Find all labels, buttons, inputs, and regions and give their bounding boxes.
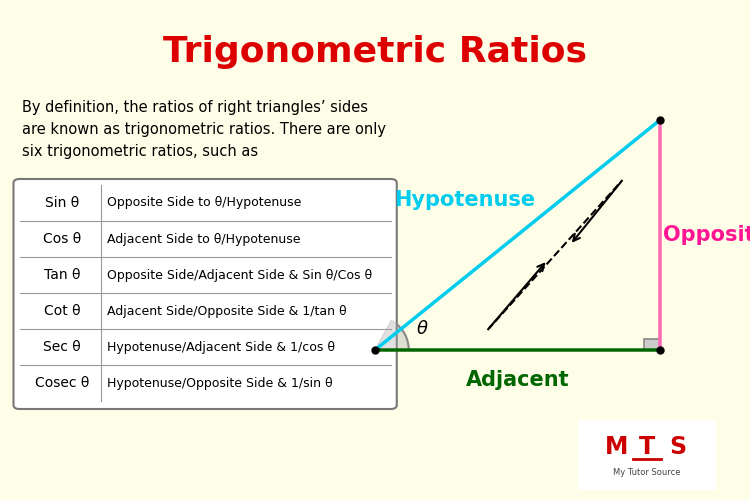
Text: M: M (604, 434, 628, 458)
Text: S: S (669, 434, 686, 458)
FancyBboxPatch shape (13, 179, 397, 409)
Polygon shape (375, 320, 409, 350)
Text: Hypotenuse/Opposite Side & 1/sin θ: Hypotenuse/Opposite Side & 1/sin θ (107, 376, 333, 390)
Text: Adjacent: Adjacent (466, 370, 569, 390)
Text: Adjacent Side/Opposite Side & 1/tan θ: Adjacent Side/Opposite Side & 1/tan θ (107, 304, 347, 318)
Bar (644, 339, 660, 350)
Text: Opposite: Opposite (663, 225, 750, 245)
Text: Cot θ: Cot θ (44, 304, 80, 318)
Text: Cos θ: Cos θ (43, 232, 81, 246)
Text: θ: θ (416, 320, 428, 338)
Text: Tan θ: Tan θ (44, 268, 80, 282)
Text: Sec θ: Sec θ (43, 340, 81, 354)
Text: T: T (639, 434, 655, 458)
Text: By definition, the ratios of right triangles’ sides
are known as trigonometric r: By definition, the ratios of right trian… (22, 100, 386, 160)
Text: Cosec θ: Cosec θ (34, 376, 89, 390)
Text: My Tutor Source: My Tutor Source (614, 468, 681, 477)
FancyBboxPatch shape (573, 418, 721, 492)
Text: Hypotenuse/Adjacent Side & 1/cos θ: Hypotenuse/Adjacent Side & 1/cos θ (107, 340, 335, 353)
Text: Opposite Side/Adjacent Side & Sin θ/Cos θ: Opposite Side/Adjacent Side & Sin θ/Cos … (107, 268, 372, 281)
Text: Sin θ: Sin θ (45, 196, 79, 210)
Text: Trigonometric Ratios: Trigonometric Ratios (163, 35, 587, 69)
Text: Hypotenuse: Hypotenuse (394, 190, 536, 210)
Text: Adjacent Side to θ/Hypotenuse: Adjacent Side to θ/Hypotenuse (107, 232, 301, 245)
Text: Opposite Side to θ/Hypotenuse: Opposite Side to θ/Hypotenuse (107, 196, 302, 209)
